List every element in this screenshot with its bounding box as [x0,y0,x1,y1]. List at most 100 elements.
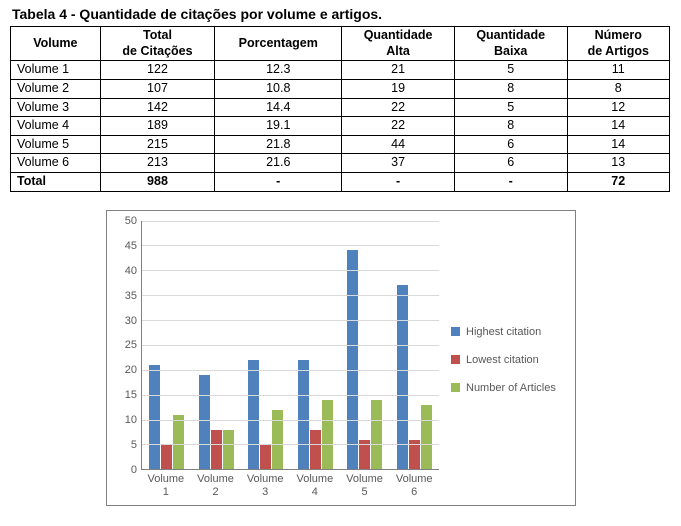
cell-value: 107 [100,79,215,98]
cell-value: 22 [342,98,455,117]
chart-gridline [142,320,439,321]
cell-value: 22 [342,117,455,136]
chart-y-tick-label: 35 [125,290,137,302]
chart-plot-region: 05101520253035404550 Volume1Volume2Volum… [117,221,439,499]
cell-value: 14 [567,135,669,154]
citations-chart: 05101520253035404550 Volume1Volume2Volum… [106,210,576,506]
cell-volume: Volume 1 [11,61,101,80]
chart-y-tick-label: 40 [125,265,137,277]
col-baixa: QuantidadeBaixa [454,27,567,61]
chart-bar [223,430,234,470]
legend-label: Number of Articles [466,382,556,394]
cell-volume: Volume 6 [11,154,101,173]
cell-value: 21 [342,61,455,80]
table-row: Volume 112212.321511 [11,61,670,80]
cell-value: 6 [454,135,567,154]
table-row: Volume 210710.81988 [11,79,670,98]
table-body: Volume 112212.321511Volume 210710.81988V… [11,61,670,191]
cell-value: 21.6 [215,154,342,173]
page: Tabela 4 - Quantidade de citações por vo… [0,0,681,516]
chart-y-tick-label: 45 [125,240,137,252]
cell-value: 122 [100,61,215,80]
chart-x-axis: Volume1Volume2Volume3Volume4Volume5Volum… [141,470,439,498]
col-total: Totalde Citações [100,27,215,61]
cell-value: 5 [454,61,567,80]
cell-volume: Volume 5 [11,135,101,154]
chart-legend-entry: Lowest citation [451,354,565,366]
chart-bar [322,400,333,470]
chart-bar [248,360,259,469]
chart-bar [211,430,222,470]
chart-x-tick-label: Volume5 [340,470,390,498]
chart-bar [161,444,172,469]
chart-y-tick-label: 5 [131,439,137,451]
chart-bar [173,415,184,470]
cell-value: 5 [454,98,567,117]
chart-y-tick-label: 15 [125,389,137,401]
chart-bar [199,375,210,470]
col-alta: QuantidadeAlta [342,27,455,61]
chart-bar [347,250,358,469]
cell-value: 8 [454,117,567,136]
legend-swatch [451,383,460,392]
chart-gridline [142,420,439,421]
chart-plot-row: 05101520253035404550 [117,221,439,471]
cell-value: 213 [100,154,215,173]
table-header-row: Volume Totalde Citações Porcentagem Quan… [11,27,670,61]
cell-value: 14.4 [215,98,342,117]
chart-bar [310,430,321,470]
chart-legend-entry: Number of Articles [451,382,565,394]
chart-gridline [142,395,439,396]
cell-value: 19 [342,79,455,98]
chart-bar [260,444,271,469]
legend-swatch [451,355,460,364]
cell-value: 8 [567,79,669,98]
chart-gridline [142,370,439,371]
table-row: Volume 521521.844614 [11,135,670,154]
cell-value: 37 [342,154,455,173]
chart-bar [298,360,309,469]
chart-x-tick-label: Volume2 [191,470,241,498]
chart-bar [371,400,382,470]
chart-y-tick-label: 10 [125,414,137,426]
chart-x-tick-label: Volume3 [240,470,290,498]
chart-x-tick-label: Volume1 [141,470,191,498]
table-row: Volume 418919.122814 [11,117,670,136]
cell-value: 13 [567,154,669,173]
chart-y-tick-label: 30 [125,315,137,327]
cell-value: 14 [567,117,669,136]
cell-total-label: Total [11,173,101,192]
cell-value: 6 [454,154,567,173]
chart-y-axis: 05101520253035404550 [117,221,141,471]
cell-value: - [454,173,567,192]
chart-plot [141,221,439,471]
cell-value: 72 [567,173,669,192]
chart-gridline [142,295,439,296]
col-porcentagem: Porcentagem [215,27,342,61]
cell-value: 19.1 [215,117,342,136]
chart-gridline [142,221,439,222]
cell-value: 12 [567,98,669,117]
col-artigos: Númerode Artigos [567,27,669,61]
chart-gridline [142,270,439,271]
cell-value: 11 [567,61,669,80]
cell-value: 10.8 [215,79,342,98]
chart-gridline [142,245,439,246]
cell-value: 8 [454,79,567,98]
chart-legend-entry: Highest citation [451,326,565,338]
citations-table: Volume Totalde Citações Porcentagem Quan… [10,26,670,192]
cell-volume: Volume 4 [11,117,101,136]
cell-value: 44 [342,135,455,154]
legend-label: Lowest citation [466,354,539,366]
chart-gridline [142,345,439,346]
chart-bar [397,285,408,469]
chart-gridline [142,444,439,445]
chart-legend: Highest citation Lowest citation Number of… [439,221,565,499]
cell-volume: Volume 2 [11,79,101,98]
cell-value: - [215,173,342,192]
table-row: Volume 621321.637613 [11,154,670,173]
chart-y-tick-label: 25 [125,339,137,351]
col-volume: Volume [11,27,101,61]
table-total-row: Total988---72 [11,173,670,192]
table-row: Volume 314214.422512 [11,98,670,117]
